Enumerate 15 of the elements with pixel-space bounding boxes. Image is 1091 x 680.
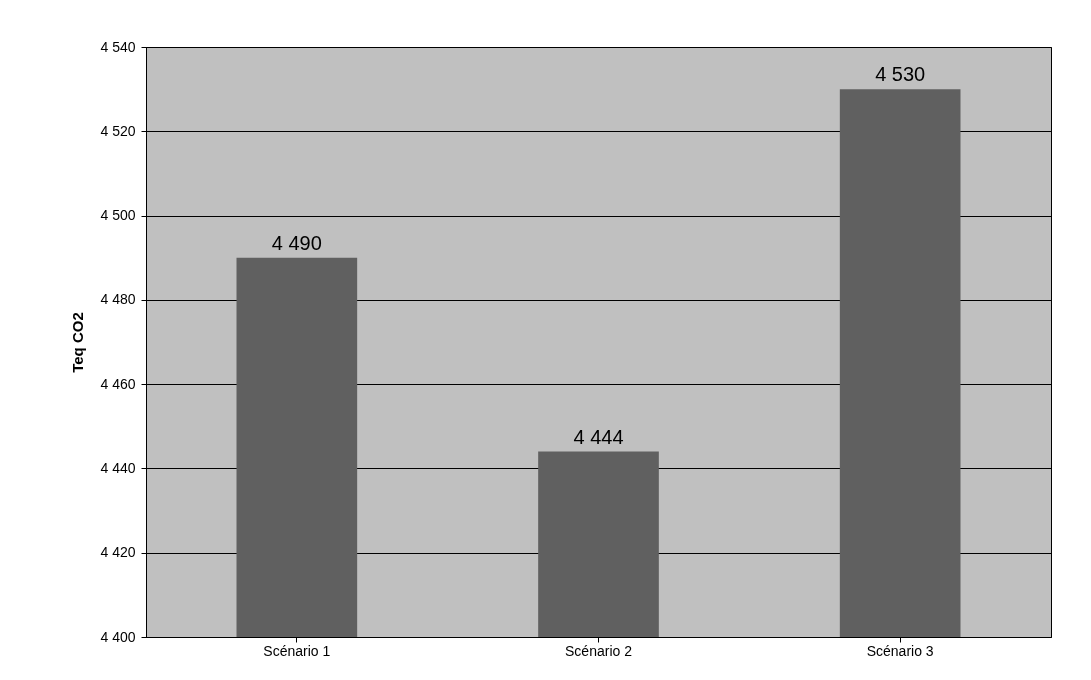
y-tick-label: 4 540 — [100, 38, 136, 55]
y-tick-label: 4 400 — [100, 628, 136, 645]
y-tick-label: 4 460 — [100, 375, 136, 392]
y-tick-label: 4 480 — [100, 291, 136, 308]
y-axis-title: Teq CO2 — [69, 312, 87, 373]
x-tick-label: Scénario 3 — [866, 642, 934, 659]
y-tick-label: 4 440 — [100, 459, 136, 476]
x-tick-label: Scénario 1 — [263, 642, 331, 659]
x-tick-label: Scénario 2 — [565, 642, 633, 659]
data-label: 4 530 — [875, 63, 926, 86]
y-tick-label: 4 420 — [100, 544, 136, 561]
y-tick-label: 4 500 — [100, 207, 136, 224]
y-tick-label: 4 520 — [100, 122, 136, 139]
data-label: 4 490 — [271, 231, 322, 254]
data-label: 4 444 — [573, 425, 624, 448]
